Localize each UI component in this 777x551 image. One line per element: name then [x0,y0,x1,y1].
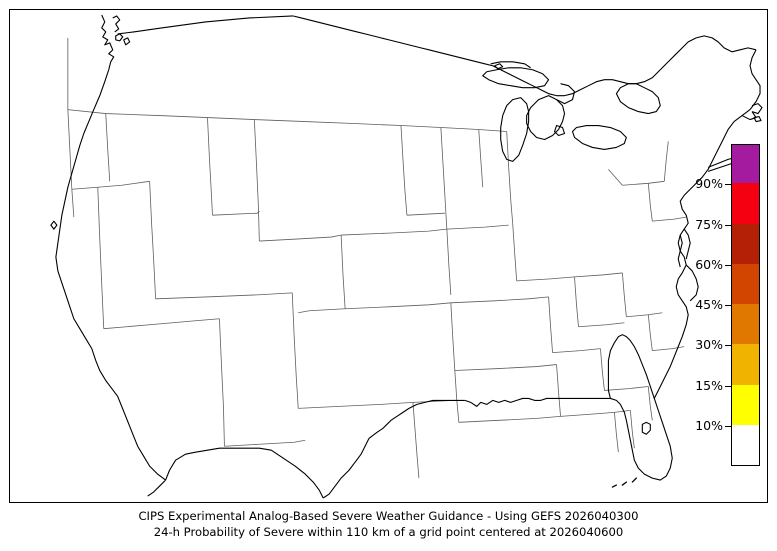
colorbar-tick-60 [725,264,731,266]
colorbar-band-45-60 [732,263,759,304]
us-map [50,14,763,499]
colorbar-label-30: 30% [695,337,723,352]
colorbar-tick-90 [725,184,731,186]
colorbar-band-10-15 [732,384,759,425]
state-boundaries [67,37,687,479]
colorbar-label-90: 90% [695,176,723,191]
colorbar-tick-10 [725,425,731,427]
colorbar-tick-30 [725,345,731,347]
coastlines [50,14,763,499]
caption-line-2: 24-h Probability of Severe within 110 km… [153,525,624,539]
colorbar-band-30-45 [732,304,759,345]
caption-line-1: CIPS Experimental Analog-Based Severe We… [138,509,639,523]
colorbar-label-75: 75% [695,216,723,232]
colorbar-band-above-90 [732,145,759,184]
colorbar-label-15: 15% [695,377,723,393]
colorbar-label-45: 45% [695,296,723,312]
colorbar-bands [731,144,760,466]
colorbar-band-75-90 [732,183,759,224]
figure-caption: CIPS Experimental Analog-Based Severe We… [0,508,777,540]
colorbar-tick-45 [725,305,731,306]
colorbar-tick-75 [725,224,731,226]
colorbar-band-60-75 [732,223,759,264]
map-panel [9,9,768,503]
colorbar-band-below-10 [732,424,759,465]
colorbar-label-10: 10% [695,417,723,433]
probability-colorbar: 10% 15% 30% 45% 60% 75% 90% [695,144,760,466]
colorbar-band-15-30 [732,344,759,385]
colorbar-tick-15 [725,385,731,387]
colorbar-label-60: 60% [695,256,723,272]
